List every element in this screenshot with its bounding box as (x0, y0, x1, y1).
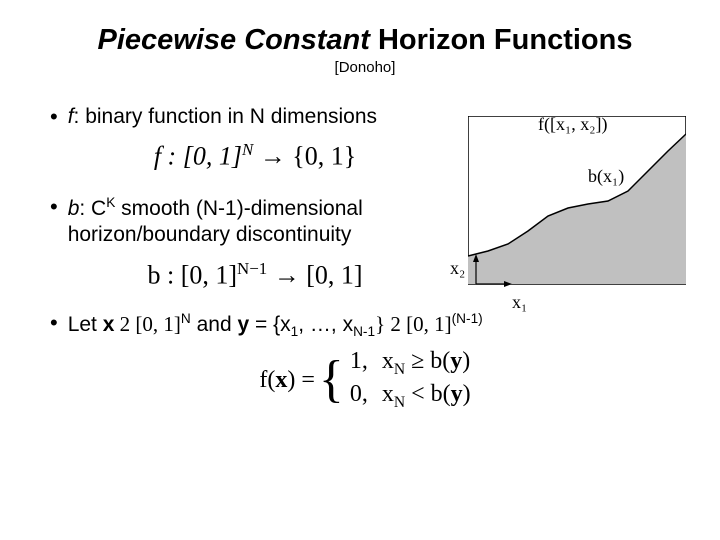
b3-xnsub: N-1 (353, 324, 375, 339)
b3-eq: = { (249, 313, 280, 336)
formula-f2-sup: N−1 (237, 259, 267, 278)
cases-lhs: f(x) = (259, 367, 315, 394)
title-regular: Horizon Functions (370, 24, 633, 56)
cases-row-2: 0, xN < b(y) (350, 381, 471, 412)
b-variable: b (68, 197, 80, 220)
cases-rows: 1, xN ≥ b(y) 0, xN < b(y) (350, 348, 471, 412)
bullet-2-sup: K (106, 195, 115, 210)
formula-f2-arrow: → [0, 1] (267, 260, 362, 289)
bullet-2-text: b: CK smooth (N-1)-dimensional horizon/b… (68, 194, 460, 249)
cases-row-1: 1, xN ≥ b(y) (350, 348, 471, 379)
title-italic: Piecewise Constant (98, 24, 370, 56)
figure-label-x2: x₂ (450, 258, 465, 279)
r2-cond: xN < b(y) (382, 381, 471, 412)
r1x: x (382, 348, 394, 374)
formula-f1-base: f : [0, 1] (154, 142, 242, 171)
brace-icon: { (319, 358, 344, 402)
r2-val: 0, (350, 381, 368, 412)
b3-x1: x (280, 313, 291, 336)
formula-cases: f(x) = { 1, xN ≥ b(y) 0, xN < b(y) (50, 348, 680, 412)
horizon-figure: f([x₁, x₂]) b(x₁) x₂ x₁ (468, 116, 686, 316)
figure-label-b: b(x₁) (588, 166, 624, 187)
r2y: y (451, 381, 463, 407)
r1rel: ≥ (405, 348, 430, 374)
bullet-1-text: f: binary function in N dimensions (68, 104, 377, 130)
figure-label-f: f([x₁, x₂]) (538, 114, 608, 135)
b3-mid: and (191, 313, 238, 336)
bullet-dot: • (50, 194, 58, 220)
b3-xn: x (343, 313, 354, 336)
formula-b-domain: b : [0, 1]N−1 → [0, 1] (50, 259, 460, 291)
r2rel: < (405, 381, 431, 407)
bullet-1: • f: binary function in N dimensions (50, 104, 460, 130)
r1-val: 1, (350, 348, 368, 379)
formula-f2-base: b : [0, 1] (147, 260, 237, 289)
b3-elem1: 2 [0, 1] (114, 312, 181, 336)
slide-root: Piecewise Constant Horizon Functions [Do… (0, 0, 720, 540)
b3-pre: Let (68, 313, 103, 336)
r2x: x (382, 381, 394, 407)
b3-yvar: y (238, 313, 250, 336)
b3-sup1: N (181, 311, 191, 326)
content-column: • f: binary function in N dimensions f :… (50, 104, 460, 290)
r1y: y (450, 348, 462, 374)
formula-f1-arrow: → {0, 1} (253, 142, 356, 171)
formula-f-domain: f : [0, 1]N → {0, 1} (50, 140, 460, 172)
r1sub: N (394, 361, 405, 378)
r1-cond: xN ≥ b(y) (382, 348, 470, 379)
slide-title: Piecewise Constant Horizon Functions (50, 24, 680, 57)
b3-dots: , …, (298, 313, 342, 336)
bullet-dot: • (50, 104, 58, 130)
cases-f: f (259, 367, 267, 393)
r1b: b (430, 348, 442, 374)
bullet-3-text: Let x 2 [0, 1]N and y = {x1, …, xN-1} 2 … (68, 310, 483, 340)
figure-label-x1: x₁ (512, 292, 527, 313)
bullet-2: • b: CK smooth (N-1)-dimensional horizon… (50, 194, 460, 249)
b3-xvar: x (103, 313, 115, 336)
bullet-1-rest: : binary function in N dimensions (74, 105, 378, 128)
horizon-svg (468, 116, 686, 316)
b3-close: } 2 [0, 1] (375, 312, 452, 336)
citation: [Donoho] (50, 59, 680, 76)
bullet-dot: • (50, 310, 58, 336)
formula-f1-sup: N (242, 140, 253, 159)
r2sub: N (394, 394, 405, 411)
r2b: b (431, 381, 443, 407)
bullet-2-pre: : C (79, 197, 106, 220)
cases-x: x (275, 367, 287, 393)
